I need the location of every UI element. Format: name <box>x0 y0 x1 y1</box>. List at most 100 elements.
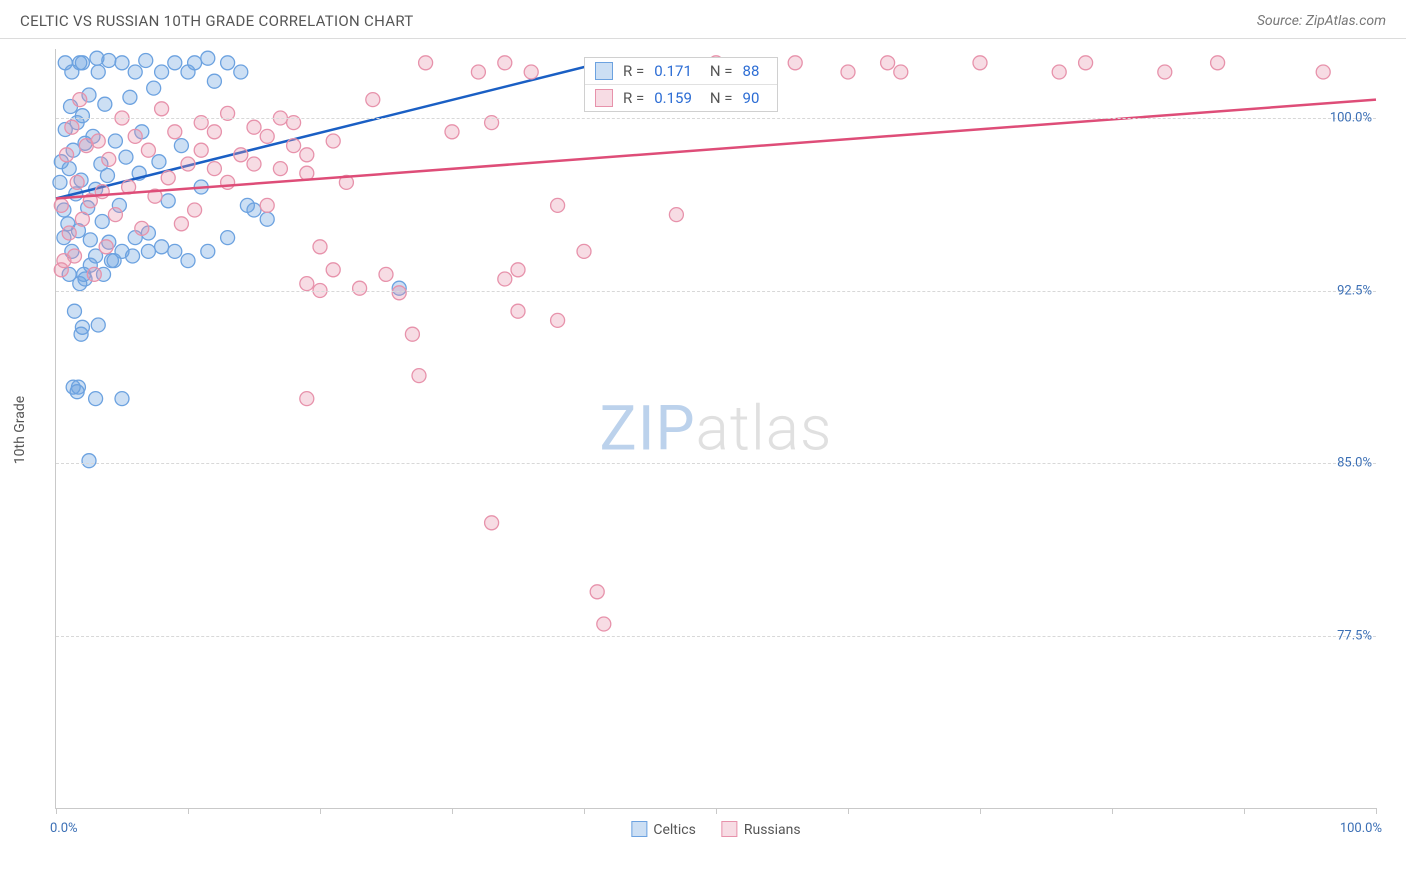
scatter-point <box>247 157 261 171</box>
scatter-point <box>135 221 149 235</box>
scatter-point <box>260 212 274 226</box>
scatter-point <box>161 171 175 185</box>
scatter-point <box>62 226 76 240</box>
legend-item: Celtics <box>631 821 695 838</box>
scatter-point <box>115 244 129 258</box>
y-tick-label: 85.0% <box>1337 456 1372 471</box>
scatter-point <box>147 81 161 95</box>
scatter-point <box>221 56 235 70</box>
stat-row: R = 0.159N = 90 <box>585 84 777 111</box>
scatter-point <box>108 134 122 148</box>
scatter-point <box>174 217 188 231</box>
scatter-point <box>485 516 499 530</box>
scatter-point <box>54 198 68 212</box>
scatter-point <box>71 380 85 394</box>
y-axis-label: 10th Grade <box>12 396 28 464</box>
stat-r-value: 0.159 <box>654 89 692 107</box>
scatter-point <box>75 109 89 123</box>
scatter-point <box>75 212 89 226</box>
scatter-point <box>207 74 221 88</box>
scatter-point <box>551 313 565 327</box>
scatter-point <box>62 162 76 176</box>
chart-source: Source: ZipAtlas.com <box>1257 13 1386 29</box>
y-tick-label: 92.5% <box>1337 283 1372 298</box>
scatter-point <box>471 65 485 79</box>
scatter-point <box>445 125 459 139</box>
scatter-point <box>91 134 105 148</box>
scatter-point <box>152 155 166 169</box>
scatter-point <box>95 215 109 229</box>
legend-bottom: CelticsRussians <box>631 821 800 838</box>
scatter-point <box>260 129 274 143</box>
scatter-point <box>1211 56 1225 70</box>
scatter-point <box>577 244 591 258</box>
gridline-h <box>56 291 1376 292</box>
scatter-point <box>788 56 802 70</box>
x-tick-mark <box>584 808 585 814</box>
x-tick-mark <box>1376 808 1377 814</box>
scatter-point <box>141 244 155 258</box>
stat-n-value: 88 <box>743 62 760 80</box>
scatter-point <box>123 90 137 104</box>
scatter-point <box>221 175 235 189</box>
y-tick-label: 100.0% <box>1330 111 1372 126</box>
scatter-point <box>498 272 512 286</box>
stat-r-label: R = <box>623 62 644 80</box>
scatter-point <box>83 233 97 247</box>
scatter-point <box>300 277 314 291</box>
scatter-point <box>273 162 287 176</box>
scatter-point <box>511 263 525 277</box>
scatter-point <box>247 120 261 134</box>
scatter-point <box>102 152 116 166</box>
scatter-point <box>60 148 74 162</box>
scatter-point <box>207 162 221 176</box>
x-tick-mark <box>848 808 849 814</box>
scatter-point <box>67 304 81 318</box>
scatter-point <box>353 281 367 295</box>
x-tick-mark <box>1244 808 1245 814</box>
x-tick-mark <box>56 808 57 814</box>
scatter-point <box>155 240 169 254</box>
scatter-point <box>405 327 419 341</box>
scatter-point <box>102 54 116 68</box>
scatter-point <box>54 263 68 277</box>
x-tick-mark <box>320 808 321 814</box>
stat-n-value: 90 <box>743 89 760 107</box>
scatter-point <box>53 175 67 189</box>
scatter-point <box>511 304 525 318</box>
scatter-point <box>75 320 89 334</box>
scatter-point <box>174 139 188 153</box>
scatter-point <box>168 125 182 139</box>
scatter-point <box>234 148 248 162</box>
x-tick-mark <box>188 808 189 814</box>
scatter-point <box>313 240 327 254</box>
scatter-point <box>419 56 433 70</box>
scatter-point <box>201 244 215 258</box>
scatter-point <box>99 240 113 254</box>
scatter-point <box>161 194 175 208</box>
scatter-point <box>841 65 855 79</box>
scatter-point <box>590 585 604 599</box>
scatter-point <box>89 392 103 406</box>
scatter-point <box>260 198 274 212</box>
scatter-point <box>194 143 208 157</box>
stat-swatch <box>595 89 613 107</box>
scatter-point <box>326 263 340 277</box>
scatter-point <box>366 93 380 107</box>
legend-swatch <box>631 821 647 837</box>
scatter-point <box>188 203 202 217</box>
scatter-point <box>155 65 169 79</box>
scatter-point <box>894 65 908 79</box>
scatter-point <box>181 254 195 268</box>
scatter-point <box>168 244 182 258</box>
stat-swatch <box>595 62 613 80</box>
stat-r-value: 0.171 <box>654 62 692 80</box>
gridline-h <box>56 636 1376 637</box>
scatter-point <box>168 56 182 70</box>
legend-swatch <box>722 821 738 837</box>
scatter-point <box>300 392 314 406</box>
scatter-point <box>881 56 895 70</box>
scatter-point <box>1079 56 1093 70</box>
scatter-point <box>551 198 565 212</box>
scatter-point <box>70 175 84 189</box>
